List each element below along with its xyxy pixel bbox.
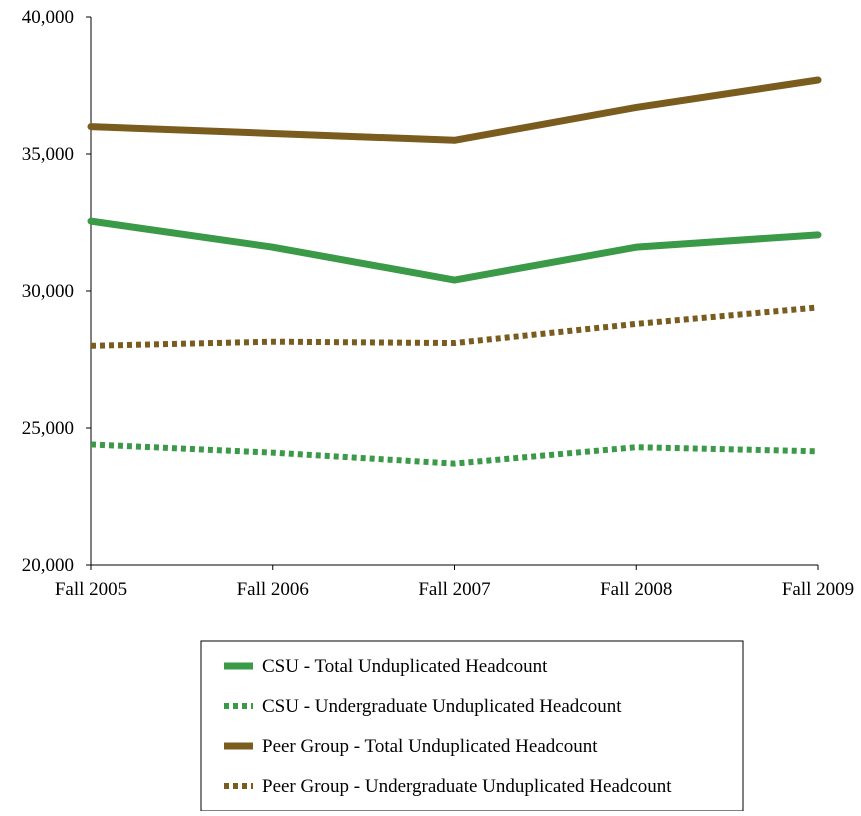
data-point: [818, 80, 819, 81]
series-lines: [87, 76, 822, 467]
y-tick-label: 20,000: [22, 555, 74, 576]
legend-label: CSU - Undergraduate Unduplicated Headcou…: [262, 696, 622, 717]
legend-label: CSU - Total Unduplicated Headcount: [262, 656, 548, 677]
data-point: [454, 343, 455, 344]
data-point: [454, 140, 455, 141]
data-point: [818, 307, 819, 308]
data-point: [818, 451, 819, 452]
series-line-3: [87, 76, 822, 144]
data-point: [91, 444, 92, 445]
data-point: [454, 463, 455, 464]
x-tick-label: Fall 2005: [55, 579, 127, 600]
data-point: [91, 345, 92, 346]
series-line-4: [90, 304, 819, 349]
legend: CSU - Total Unduplicated Headcount CSU - …: [200, 640, 744, 812]
data-point: [272, 452, 273, 453]
data-point: [91, 221, 92, 222]
y-tick-label: 35,000: [22, 144, 74, 165]
x-tick-label: Fall 2008: [600, 579, 672, 600]
x-tick-label: Fall 2007: [418, 579, 490, 600]
data-point: [91, 126, 92, 127]
data-point: [818, 234, 819, 235]
legend-label: Peer Group - Total Unduplicated Headcoun…: [262, 736, 598, 757]
data-point: [636, 107, 637, 108]
x-axis-ticks: Fall 2005 Fall 2006 Fall 2007 Fall 2008 Fall…: [55, 565, 854, 600]
y-axis-ticks: 20,000 25,000 30,000 35,000 40,000: [22, 7, 91, 576]
x-tick-label: Fall 2009: [782, 579, 854, 600]
y-tick-label: 25,000: [22, 418, 74, 439]
series-line-1: [87, 217, 822, 284]
data-point: [454, 280, 455, 281]
y-tick-label: 30,000: [22, 281, 74, 302]
data-point: [636, 323, 637, 324]
y-tick-label: 40,000: [22, 7, 74, 28]
series-line-2: [90, 441, 819, 467]
x-tick-label: Fall 2006: [237, 579, 309, 600]
data-point: [272, 133, 273, 134]
legend-label: Peer Group - Undergraduate Unduplicated …: [262, 776, 672, 797]
data-point: [272, 341, 273, 342]
data-point: [272, 247, 273, 248]
data-point: [636, 447, 637, 448]
legend-box: [200, 640, 744, 812]
data-point: [636, 247, 637, 248]
